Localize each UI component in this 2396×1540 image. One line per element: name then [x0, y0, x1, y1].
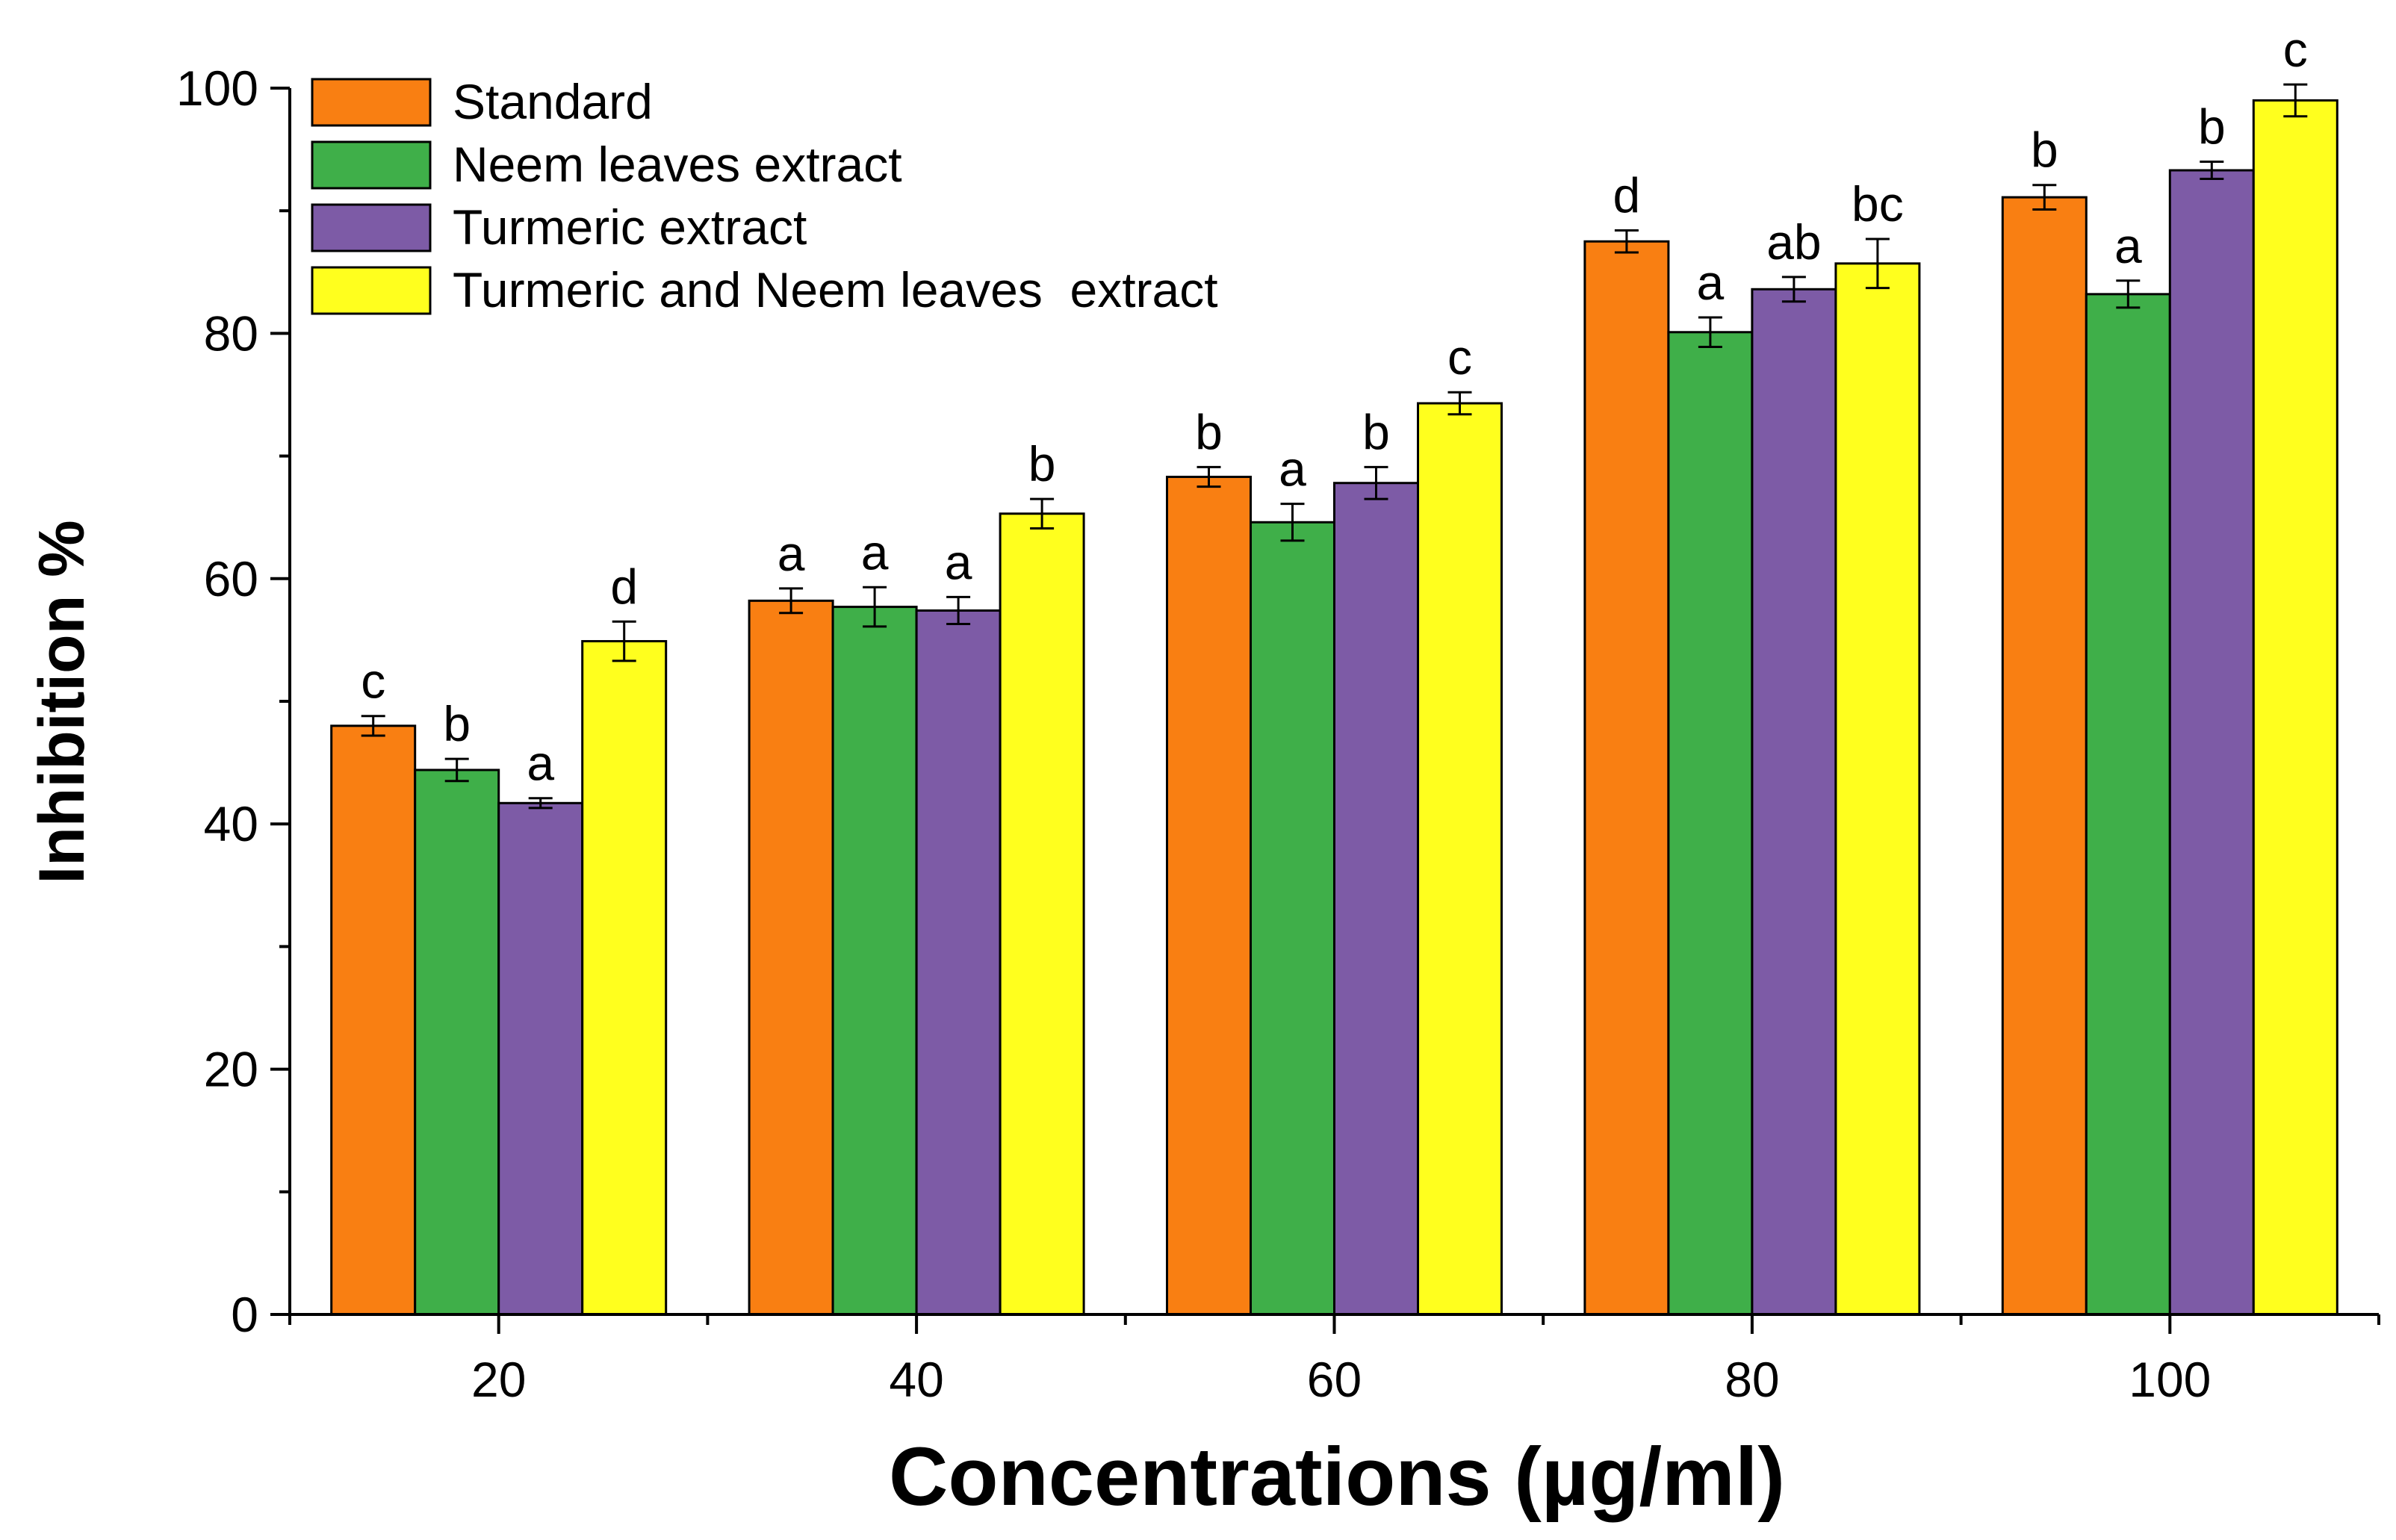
y-tick-label: 100	[176, 60, 258, 116]
legend-label: Standard	[453, 74, 653, 129]
x-tick-label: 60	[1307, 1352, 1362, 1407]
error-bar	[1614, 229, 1639, 254]
bar-2-20	[414, 769, 500, 1316]
significance-label: a	[861, 524, 889, 580]
significance-label: d	[610, 559, 638, 614]
significance-label: a	[1279, 441, 1306, 497]
bar-2-40	[831, 606, 918, 1316]
significance-label: b	[443, 696, 471, 751]
legend-label: Turmeric and Neem leaves extract	[453, 262, 1218, 317]
x-tick-label: 100	[2129, 1352, 2211, 1407]
significance-label: b	[1195, 404, 1223, 459]
significance-label: b	[2031, 122, 2058, 178]
error-bar	[612, 620, 636, 662]
error-bar	[2032, 184, 2057, 211]
bar-1-100	[2001, 196, 2088, 1316]
bar-3-20	[497, 801, 584, 1316]
x-axis-title: Concentrations (µg/ml)	[889, 1431, 1785, 1523]
error-bar	[863, 586, 887, 628]
error-bar	[2116, 279, 2141, 309]
significance-label: bc	[1852, 176, 1904, 232]
legend-label: Turmeric extract	[453, 199, 807, 255]
error-bar	[1781, 276, 1806, 303]
error-bar	[779, 587, 804, 615]
significance-label: c	[1447, 329, 1472, 385]
significance-label: c	[2283, 22, 2308, 77]
significance-label: ab	[1766, 214, 1821, 270]
bar-4-60	[1417, 402, 1503, 1316]
bar-1-60	[1166, 476, 1252, 1316]
legend-swatch	[311, 203, 432, 252]
legend-item: Neem leaves extract	[311, 137, 902, 192]
legend: Standard Neem leaves extract Turmeric extr…	[311, 74, 1218, 317]
bar-1-40	[748, 599, 834, 1316]
y-tick-label: 40	[204, 796, 258, 851]
significance-label: a	[527, 736, 554, 791]
error-bar	[444, 757, 469, 783]
significance-label: a	[945, 534, 972, 589]
significance-label: b	[1028, 436, 1056, 491]
bar-2-100	[2085, 293, 2171, 1316]
error-bar	[1447, 391, 1472, 416]
bar-3-40	[915, 609, 1002, 1316]
bar-4-20	[581, 640, 668, 1316]
legend-item: Turmeric and Neem leaves extract	[311, 262, 1218, 317]
x-tick-label: 20	[471, 1352, 526, 1407]
significance-label: c	[361, 653, 385, 709]
bar-1-80	[1583, 240, 1670, 1316]
error-bar	[2283, 83, 2308, 118]
y-tick-label: 80	[204, 305, 258, 361]
y-tick-label: 0	[231, 1287, 258, 1342]
legend-item: Turmeric extract	[311, 199, 807, 255]
bar-3-80	[1751, 288, 1837, 1316]
error-bar	[1280, 503, 1305, 542]
error-bar	[1030, 497, 1055, 530]
significance-label: b	[1362, 404, 1390, 459]
error-bar	[946, 595, 971, 626]
legend-swatch	[311, 266, 432, 315]
error-bar	[528, 797, 553, 810]
axes-layer: 0 20 40 60 80 100 20 40 60 80 100	[176, 60, 2380, 1407]
bar-2-60	[1250, 521, 1335, 1316]
bar-3-100	[2168, 169, 2255, 1316]
error-bar	[2200, 161, 2224, 181]
error-bar	[1364, 465, 1388, 500]
significance-label: a	[2114, 218, 2142, 273]
legend-label: Neem leaves extract	[453, 137, 902, 192]
x-tick-label: 80	[1725, 1352, 1779, 1407]
legend-swatch	[311, 140, 432, 190]
error-bar	[1698, 316, 1722, 348]
y-tick-label: 60	[204, 551, 258, 606]
significance-label: d	[1613, 167, 1641, 223]
x-tick-label: 40	[889, 1352, 943, 1407]
legend-swatch	[311, 78, 432, 127]
error-bar	[1197, 465, 1221, 488]
bar-4-40	[999, 512, 1085, 1316]
bar-4-100	[2252, 99, 2338, 1316]
error-bar	[361, 715, 385, 737]
significance-label: b	[2198, 99, 2226, 155]
legend-item: Standard	[311, 74, 653, 129]
bar-2-80	[1667, 331, 1754, 1316]
bar-4-80	[1834, 262, 1921, 1316]
bar-3-60	[1333, 482, 1419, 1316]
significance-label: a	[1697, 255, 1725, 310]
bar-1-20	[330, 724, 417, 1316]
significance-label: a	[778, 526, 805, 581]
y-axis-title: Inhibition %	[26, 520, 98, 884]
error-bar	[1865, 237, 1890, 290]
y-tick-label: 20	[204, 1042, 258, 1097]
